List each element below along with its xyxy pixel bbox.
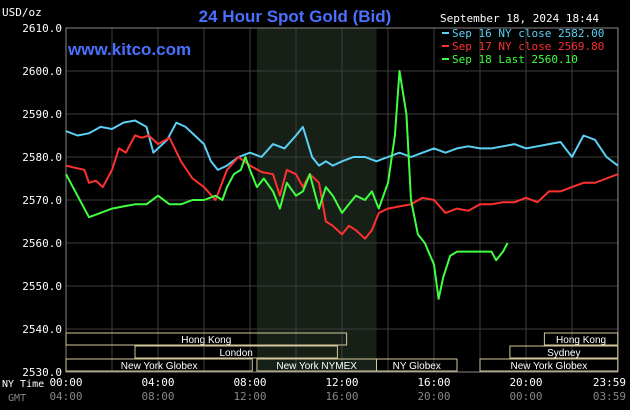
row-label-ny: NY Time: [2, 379, 44, 390]
x-tick-label-ny: 00:00: [49, 376, 82, 389]
y-tick-label: 2600.0: [22, 65, 62, 78]
y-tick-label: 2570.0: [22, 194, 62, 207]
x-tick-label-gmt: 00:00: [509, 390, 542, 403]
y-tick-label: 2560.0: [22, 237, 62, 250]
market-session-label: New York Globex: [511, 361, 588, 372]
market-session-box: [65, 358, 253, 372]
x-tick-label-gmt: 12:00: [233, 390, 266, 403]
x-tick-label-ny: 12:00: [325, 376, 358, 389]
legend-entry: Sep 16 NY close 2582.00: [452, 27, 604, 40]
chart-labels: USD/oz 24 Hour Spot Gold (Bid) www.kitco…: [2, 6, 626, 404]
market-session-label: London: [220, 348, 253, 359]
market-session-box: [479, 358, 619, 372]
market-session-label: Hong Kong: [181, 335, 231, 346]
plot-area: [65, 27, 619, 373]
y-tick-label: 2550.0: [22, 280, 62, 293]
x-tick-label-ny: 20:00: [509, 376, 542, 389]
market-session-box: [134, 345, 338, 359]
plot-frame: [65, 27, 619, 373]
market-session-label: NY Globex: [393, 361, 441, 372]
y-tick-label: 2540.0: [22, 323, 62, 336]
market-session-label: Hong Kong: [556, 335, 606, 346]
legend-entry: Sep 18 Last 2560.10: [452, 53, 578, 66]
series-line: [65, 134, 619, 240]
market-session-box: [65, 332, 348, 346]
y-tick-label: 2530.0: [22, 366, 62, 379]
market-session-box: [509, 345, 619, 359]
market-session-label: Sydney: [547, 348, 580, 359]
x-tick-label-ny: 16:00: [417, 376, 450, 389]
row-label-gmt: GMT: [8, 393, 26, 404]
market-session-label: New York NYMEX: [276, 361, 357, 372]
series-line: [65, 70, 509, 300]
market-session-box: [543, 332, 619, 346]
x-tick-label-gmt: 04:00: [49, 390, 82, 403]
timestamp: September 18, 2024 18:44: [440, 12, 599, 25]
x-tick-label-gmt: 20:00: [417, 390, 450, 403]
y-tick-label: 2590.0: [22, 108, 62, 121]
y-tick-label: 2580.0: [22, 151, 62, 164]
market-session-box: [376, 358, 458, 372]
y-unit-label: USD/oz: [2, 6, 42, 19]
market-session-label: New York Globex: [121, 361, 198, 372]
series-line: [65, 119, 619, 171]
x-tick-label-ny: 23:59: [593, 376, 626, 389]
x-tick-label-ny: 08:00: [233, 376, 266, 389]
y-tick-label: 2610.0: [22, 22, 62, 35]
x-tick-label-gmt: 03:59: [593, 390, 626, 403]
x-tick-label-gmt: 16:00: [325, 390, 358, 403]
brand-url: www.kitco.com: [67, 40, 191, 59]
legend-entry: Sep 17 NY close 2569.80: [452, 40, 604, 53]
x-tick-label-gmt: 08:00: [141, 390, 174, 403]
x-tick-label-ny: 04:00: [141, 376, 174, 389]
chart-title: 24 Hour Spot Gold (Bid): [199, 7, 392, 26]
